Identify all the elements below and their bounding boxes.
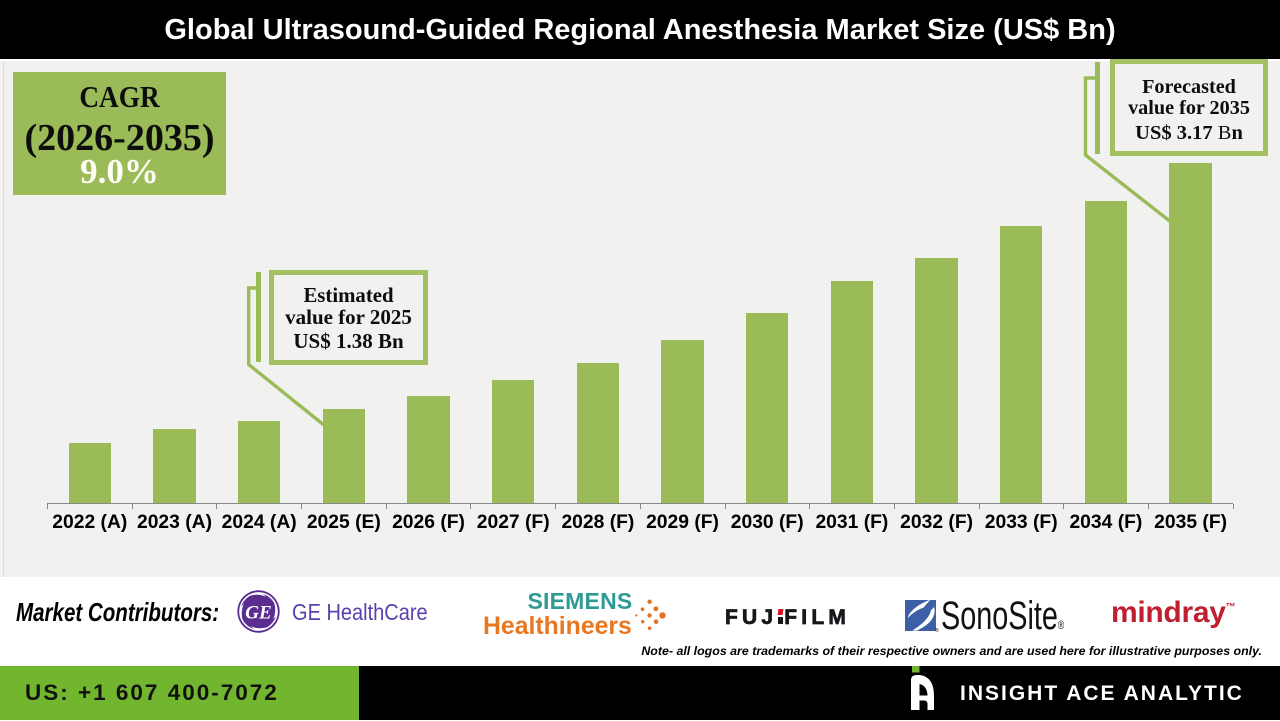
svg-text:GE: GE: [245, 603, 271, 624]
svg-text:®: ®: [935, 627, 939, 633]
